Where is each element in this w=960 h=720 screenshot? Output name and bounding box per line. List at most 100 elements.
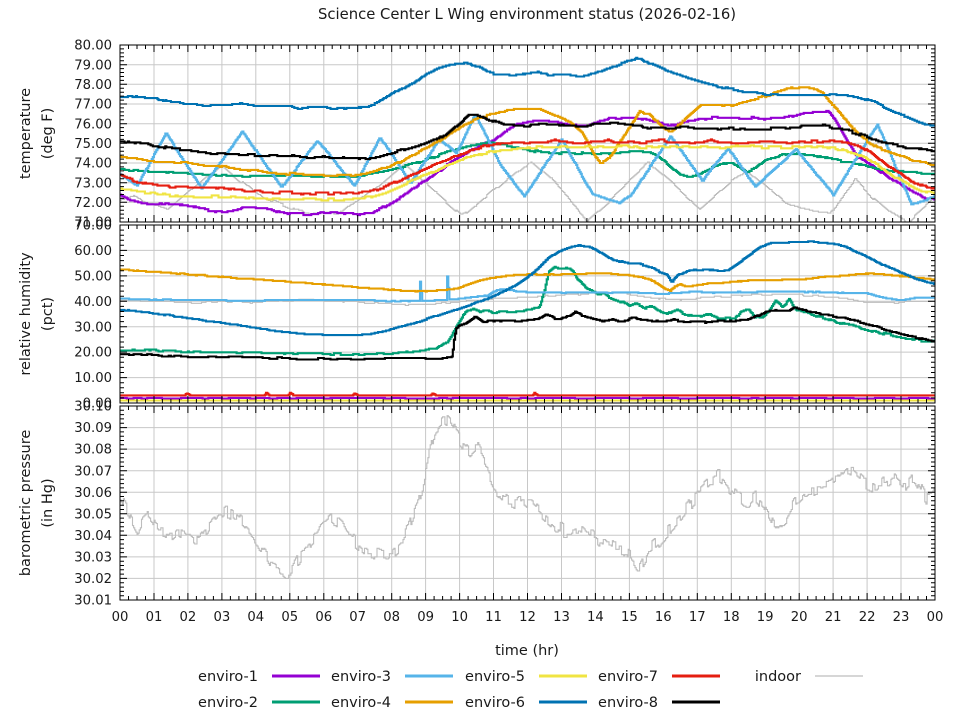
pressure-axis-unit: (in Hg) — [40, 478, 56, 527]
x-tick-label: 23 — [893, 610, 910, 625]
x-tick-label: 12 — [519, 610, 536, 625]
series-enviro-7 — [120, 391, 935, 397]
relative-humidity-ytick-label: 10.00 — [74, 371, 112, 386]
x-tick-label: 04 — [247, 610, 264, 625]
pressure-axis-title: barometric pressure — [18, 430, 34, 577]
series-enviro-7 — [120, 138, 935, 196]
x-tick-label: 20 — [791, 610, 808, 625]
series-indoor — [120, 291, 935, 306]
temperature-ytick-label: 74.00 — [74, 157, 112, 172]
x-tick-label: 00 — [112, 610, 129, 625]
barometric-pressure-ytick-label: 30.03 — [74, 551, 112, 566]
barometric-pressure-ytick-label: 30.09 — [74, 421, 112, 436]
humidity-axis-unit: (pct) — [40, 297, 56, 331]
temperature-ytick-label: 71.00 — [74, 216, 112, 231]
series-enviro-6 — [120, 56, 935, 127]
relative-humidity-ytick-label: 50.00 — [74, 270, 112, 285]
relative-humidity-ytick-label: 20.00 — [74, 346, 112, 361]
barometric-pressure-panel: 30.01 30.02 30.03 30.04 30.05 30.06 30.07 30.08… — [74, 400, 936, 609]
legend-label-enviro-8: enviro-8 — [598, 695, 658, 711]
legend-item-enviro-6: enviro-6 — [465, 695, 587, 711]
legend-label-indoor: indoor — [755, 669, 801, 685]
series-indoor — [120, 161, 935, 222]
legend-item-indoor: indoor — [755, 669, 863, 685]
x-tick-label: 15 — [621, 610, 638, 625]
series-enviro-1 — [120, 109, 935, 217]
temperature-ytick-label: 73.00 — [74, 176, 112, 191]
legend-item-enviro-5: enviro-5 — [465, 669, 587, 685]
legend-label-enviro-3: enviro-3 — [331, 669, 391, 685]
x-tick-label: 00 — [927, 610, 944, 625]
x-tick-label: 13 — [553, 610, 570, 625]
legend-item-enviro-8: enviro-8 — [598, 695, 720, 711]
barometric-pressure-ytick-label: 30.04 — [74, 529, 112, 544]
legend-label-enviro-6: enviro-6 — [465, 695, 525, 711]
x-tick-label: 03 — [214, 610, 231, 625]
humidity-axis-title: relative humidity — [18, 252, 34, 376]
x-tick-label: 02 — [180, 610, 197, 625]
x-tick-label: 17 — [689, 610, 706, 625]
x-tick-label: 08 — [383, 610, 400, 625]
x-tick-label: 16 — [655, 610, 672, 625]
grid-lines — [120, 406, 935, 600]
temperature-panel: 71.00 72.00 73.00 74.00 75.00 76.00 77.00 78.00… — [74, 39, 936, 231]
temperature-ytick-label: 72.00 — [74, 196, 112, 211]
x-tick-label: 14 — [587, 610, 604, 625]
legend-label-enviro-5: enviro-5 — [465, 669, 525, 685]
barometric-pressure-ytick-label: 30.01 — [74, 594, 112, 609]
relative-humidity-ytick-label: 0.00 — [83, 397, 112, 412]
legend-item-enviro-1: enviro-1 — [198, 669, 320, 685]
x-tick-label: 21 — [825, 610, 842, 625]
series-enviro-8 — [120, 306, 935, 361]
x-tick-label: 18 — [723, 610, 740, 625]
x-tick-label: 11 — [485, 610, 502, 625]
series-enviro-4 — [120, 86, 935, 177]
temperature-ytick-label: 79.00 — [74, 58, 112, 73]
tick-marks — [119, 44, 936, 223]
temperature-ytick-label: 76.00 — [74, 117, 112, 132]
series-indoor — [120, 415, 935, 579]
x-axis-title: time (hr) — [495, 643, 559, 659]
series-enviro-8 — [120, 113, 935, 161]
temperature-ytick-label: 77.00 — [74, 98, 112, 113]
barometric-pressure-ytick-label: 30.10 — [74, 400, 112, 415]
barometric-pressure-ytick-label: 30.08 — [74, 443, 112, 458]
x-tick-label: 22 — [859, 610, 876, 625]
series-enviro-3 — [120, 114, 935, 206]
x-tick-label: 10 — [451, 610, 468, 625]
temperature-ytick-label: 80.00 — [74, 39, 112, 54]
tick-marks — [119, 405, 936, 601]
legend-item-enviro-7: enviro-7 — [598, 669, 720, 685]
legend-item-enviro-2: enviro-2 — [198, 695, 320, 711]
series-enviro-2 — [120, 265, 935, 356]
series-enviro-6 — [120, 240, 935, 337]
barometric-pressure-ytick-label: 30.02 — [74, 572, 112, 587]
legend-label-enviro-4: enviro-4 — [331, 695, 391, 711]
x-tick-label: 07 — [349, 610, 366, 625]
x-tick-label: 06 — [315, 610, 332, 625]
relative-humidity-ytick-label: 70.00 — [74, 219, 112, 234]
temperature-axis-unit: (deg F) — [40, 108, 56, 160]
tick-marks — [119, 224, 936, 404]
legend-label-enviro-2: enviro-2 — [198, 695, 258, 711]
relative-humidity-ytick-label: 40.00 — [74, 295, 112, 310]
x-tick-label: 01 — [146, 610, 163, 625]
temperature-axis-title: temperature — [18, 88, 34, 179]
relative-humidity-ytick-label: 30.00 — [74, 320, 112, 335]
x-tick-label: 05 — [281, 610, 298, 625]
legend-item-enviro-4: enviro-4 — [331, 695, 453, 711]
x-tick-label: 19 — [757, 610, 774, 625]
legend-label-enviro-7: enviro-7 — [598, 669, 658, 685]
relative-humidity-ytick-label: 60.00 — [74, 244, 112, 259]
temperature-ytick-label: 78.00 — [74, 78, 112, 93]
legend-item-enviro-3: enviro-3 — [331, 669, 453, 685]
barometric-pressure-ytick-label: 30.06 — [74, 486, 112, 501]
temperature-ytick-label: 75.00 — [74, 137, 112, 152]
relative-humidity-panel: 0.00 10.00 20.00 30.00 40.00 50.00 60.00 70.00 — [74, 219, 936, 412]
x-tick-label: 09 — [417, 610, 434, 625]
series-enviro-3 — [120, 275, 935, 303]
chart-body: 71.00 72.00 73.00 74.00 75.00 76.00 77.00 78.00… — [74, 39, 943, 711]
temperature-series-group — [120, 56, 935, 222]
